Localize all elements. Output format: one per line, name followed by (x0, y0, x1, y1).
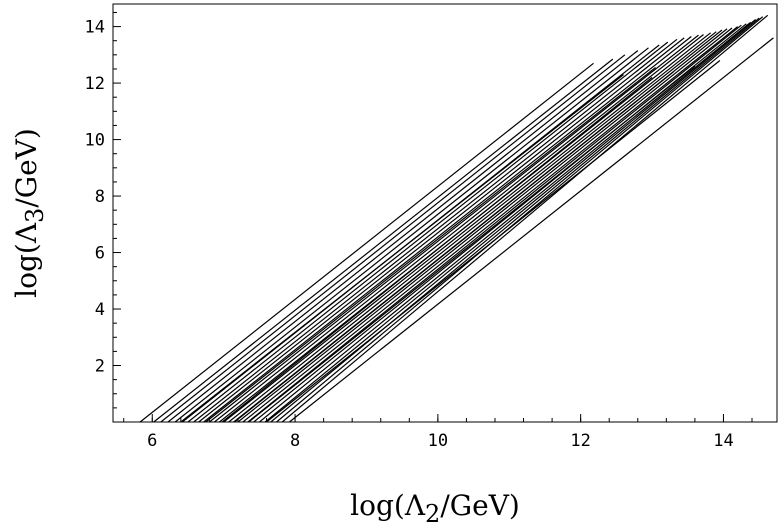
series-line-1 (139, 62, 594, 423)
y-axis-title-subscript: 3 (21, 208, 49, 223)
y-tick-label: 8 (95, 187, 105, 207)
y-axis-title: log(Λ3/GeV) (10, 128, 49, 298)
y-tick-label: 6 (95, 244, 105, 264)
series-line-4 (167, 50, 639, 423)
series-line-2 (153, 58, 614, 423)
series-line-26 (289, 37, 774, 423)
series-line-17 (237, 27, 733, 423)
series-line-30 (266, 60, 721, 423)
y-tick-label: 2 (95, 357, 105, 377)
series-line-22 (264, 19, 756, 423)
x-tick-label: 10 (428, 431, 448, 451)
y-tick-label: 12 (85, 74, 105, 94)
series-line-23 (270, 17, 760, 423)
x-tick-label: 8 (290, 431, 300, 451)
y-tick-label: 4 (95, 300, 105, 320)
x-axis-title: log(Λ2/GeV) (350, 489, 520, 528)
x-axis-title-subscript: 2 (425, 500, 440, 528)
series-line-21 (259, 21, 751, 423)
series-line-7 (187, 41, 669, 423)
series-line-11 (209, 34, 699, 423)
y-axis-title-suffix: /GeV) (10, 128, 43, 208)
series-line-19 (247, 24, 742, 423)
series-line-12 (214, 34, 704, 423)
series-line-3 (160, 54, 626, 423)
series-line-29 (248, 65, 696, 423)
plot-frame (112, 3, 778, 423)
series-line-15 (228, 29, 723, 423)
y-axis-title-prefix: log(Λ (10, 222, 43, 298)
x-tick-label: 14 (713, 431, 733, 451)
y-axis: 2 4 6 8 10 12 14 (85, 11, 121, 409)
x-axis-title-suffix: /GeV) (440, 489, 520, 522)
x-axis: 6 8 10 12 14 (123, 414, 753, 451)
series-line-14 (223, 31, 717, 423)
series-line-8 (193, 38, 678, 423)
x-tick-label: 12 (570, 431, 590, 451)
series-line-5 (174, 47, 649, 423)
series-line-24 (276, 16, 764, 423)
series-line-10 (203, 36, 692, 423)
series-line-28 (234, 71, 674, 423)
series-line-9 (198, 37, 685, 423)
series-lines (139, 14, 774, 423)
series-line-18 (242, 26, 739, 423)
x-tick-label: 6 (147, 431, 157, 451)
y-tick-label: 10 (85, 131, 105, 151)
x-axis-title-prefix: log(Λ (350, 489, 426, 522)
series-line-27 (221, 76, 653, 423)
series-line-32 (205, 67, 656, 423)
series-line-31 (180, 74, 624, 423)
series-line-25 (281, 14, 769, 423)
y-tick-label: 14 (85, 18, 105, 38)
